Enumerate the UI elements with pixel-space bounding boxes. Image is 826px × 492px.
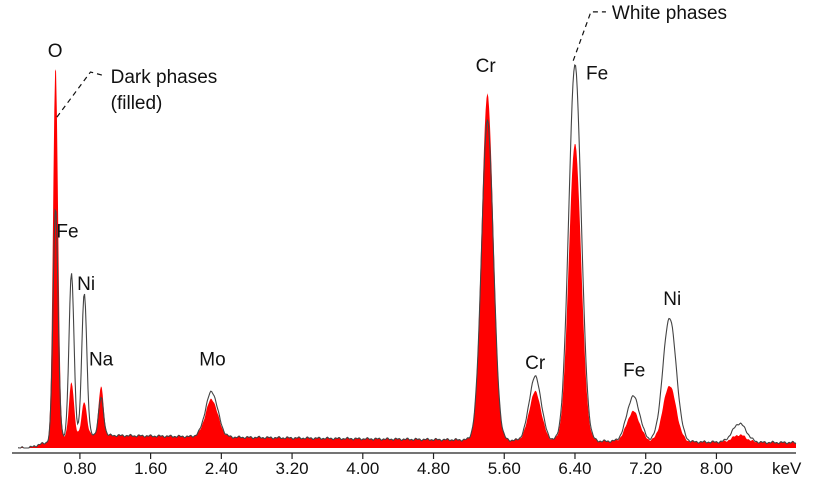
peak-label: Fe: [586, 64, 608, 85]
legend-callouts: Dark phases (filled) White phases: [56, 3, 727, 118]
peak-label: Ni: [77, 274, 95, 295]
callout-leader: [56, 71, 105, 118]
peak-label: Fe: [56, 221, 78, 242]
peak-label: Cr: [476, 56, 497, 77]
x-tick-label: 3.20: [276, 459, 309, 478]
series-white-phases-line: [17, 64, 797, 449]
callout-label: (filled): [111, 93, 163, 114]
x-tick-label: 7.20: [629, 459, 662, 478]
peak-label: Ni: [663, 289, 681, 310]
callout-label: Dark phases: [111, 67, 218, 88]
peak-label: Na: [89, 349, 114, 370]
series-dark-phases-area: [18, 69, 796, 449]
x-tick-label: 1.60: [134, 459, 167, 478]
x-tick-label: 6.40: [558, 459, 591, 478]
plot-area: [17, 64, 797, 449]
callout-leader: [572, 11, 606, 61]
x-tick-label: 4.80: [417, 459, 450, 478]
peak-label: Fe: [623, 361, 645, 382]
x-axis-ticks: 0.80 1.60 2.40 3.20 4.00 4.80 5.60 6.40 7.20 8.00: [63, 453, 733, 478]
peak-label: Cr: [525, 353, 546, 374]
peak-label: Mo: [199, 349, 225, 370]
x-tick-label: 8.00: [700, 459, 733, 478]
x-tick-label: 2.40: [205, 459, 238, 478]
peak-labels: O Fe Ni Na Mo Cr Cr Fe Fe Ni: [48, 41, 681, 382]
x-tick-label: 4.00: [346, 459, 379, 478]
peak-label: O: [48, 41, 63, 62]
x-axis-unit-label: keV: [772, 459, 802, 478]
callout-label: White phases: [612, 3, 727, 24]
x-tick-label: 5.60: [488, 459, 521, 478]
x-tick-label: 0.80: [63, 459, 96, 478]
